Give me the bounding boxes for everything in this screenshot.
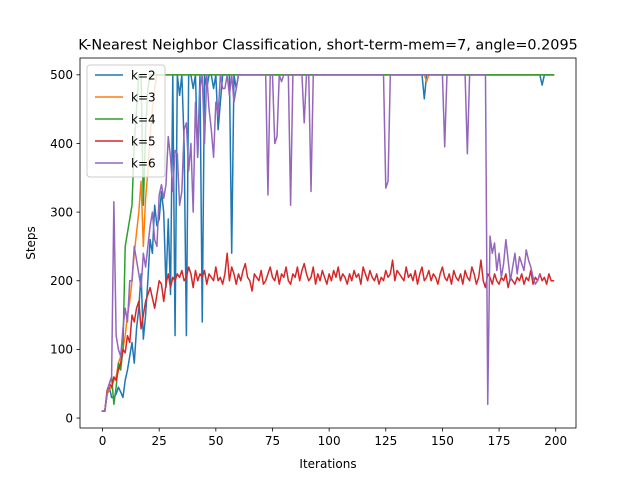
legend-label: k=6 xyxy=(131,156,156,170)
legend: k=2 k=3 k=4 k=5 k=6 xyxy=(86,64,166,178)
axes-layer: 0 25 50 75 100 125 150 175 200 0 100 200 300 400 500 xyxy=(50,57,577,448)
legend-box xyxy=(86,64,166,178)
x-tick-label: 100 xyxy=(318,434,341,448)
x-tick-label: 0 xyxy=(99,434,107,448)
legend-item: k=4 xyxy=(95,112,156,126)
chart-title: K-Nearest Neighbor Classification, short… xyxy=(78,38,578,54)
x-tick-label: 75 xyxy=(265,434,280,448)
legend-item: k=6 xyxy=(95,156,156,170)
series-line-k-6 xyxy=(101,74,541,412)
y-tick-label: 400 xyxy=(50,137,73,151)
x-axis-label: Iterations xyxy=(299,457,356,471)
legend-label: k=3 xyxy=(131,90,156,104)
legend-label: k=5 xyxy=(131,134,156,148)
legend-item: k=2 xyxy=(95,68,156,82)
y-tick-label: 300 xyxy=(50,205,73,219)
x-tick-label: 175 xyxy=(488,434,511,448)
y-tick-label: 100 xyxy=(50,343,73,357)
x-tick-label: 25 xyxy=(152,434,167,448)
y-tick-label: 0 xyxy=(65,411,73,425)
legend-label: k=4 xyxy=(131,112,156,126)
y-tick-label: 200 xyxy=(50,274,73,288)
legend-item: k=5 xyxy=(95,134,156,148)
y-tick-label: 500 xyxy=(50,68,73,82)
y-axis-label: Steps xyxy=(24,226,38,260)
x-tick-label: 50 xyxy=(208,434,223,448)
x-tick-label: 150 xyxy=(431,434,454,448)
series-line-k-5 xyxy=(101,252,555,412)
series-layer xyxy=(101,74,555,412)
legend-item: k=3 xyxy=(95,90,156,104)
plot-frame xyxy=(79,57,577,429)
x-tick-label: 125 xyxy=(374,434,397,448)
x-tick-label: 200 xyxy=(544,434,567,448)
legend-label: k=2 xyxy=(131,68,156,82)
